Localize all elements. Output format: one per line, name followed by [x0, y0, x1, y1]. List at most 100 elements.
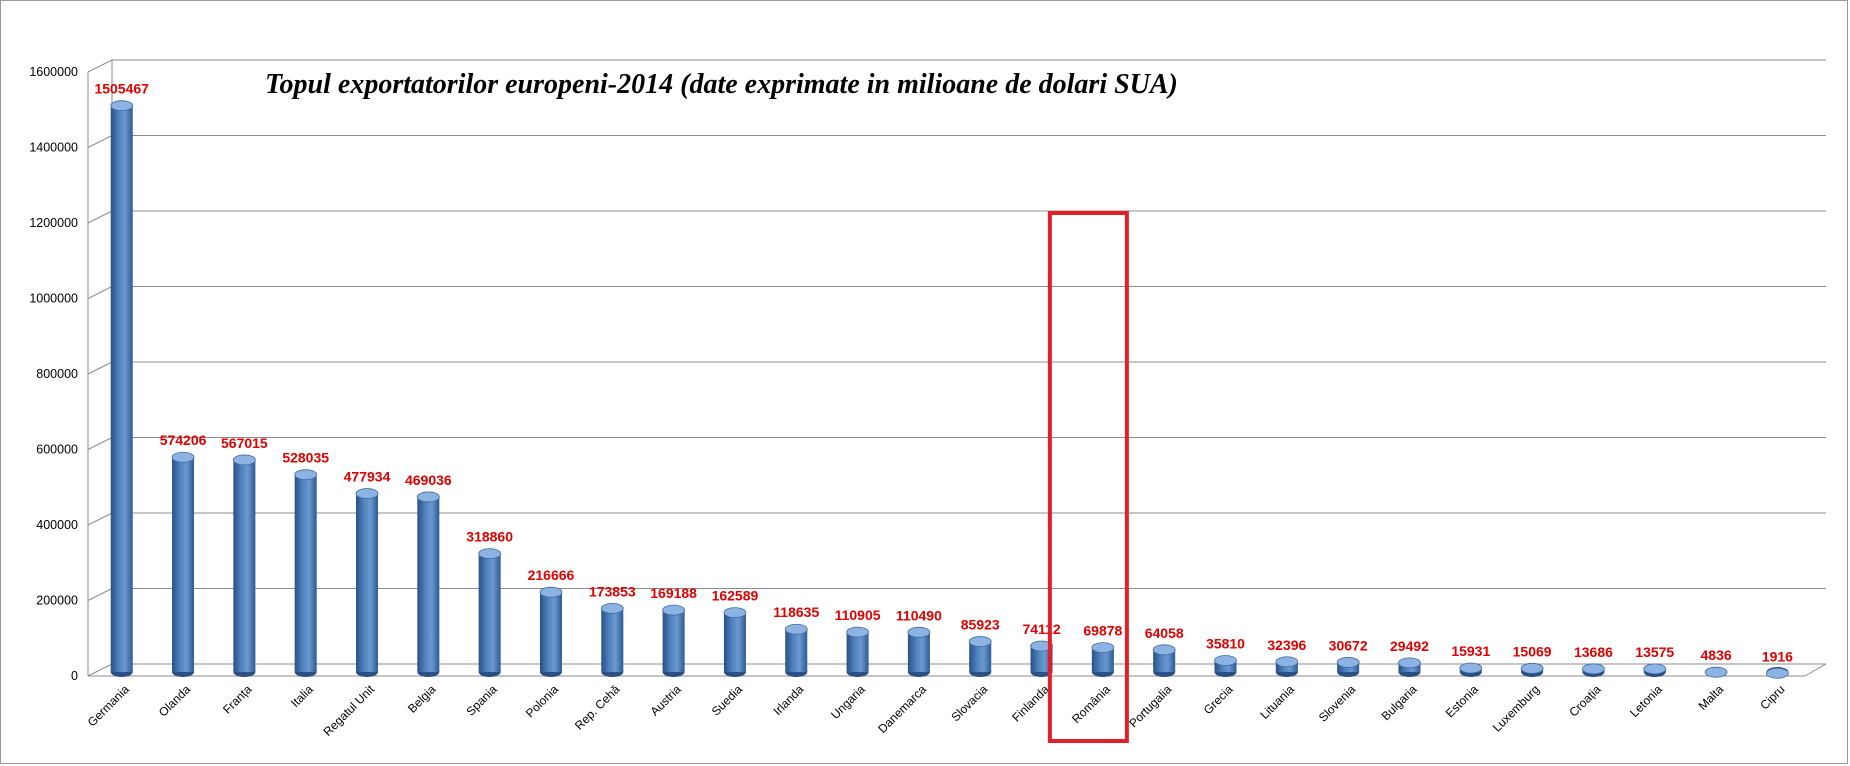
data-label: 69878 — [1083, 623, 1122, 639]
highlight-box-romania — [1047, 211, 1129, 743]
bar-regatul-unit — [355, 488, 379, 677]
x-tick-label: Estonia — [1443, 682, 1481, 720]
y-tick-label: 1200000 — [29, 216, 78, 230]
data-label: 32396 — [1267, 637, 1306, 653]
data-label: 169188 — [650, 585, 697, 601]
bar-grecia — [1214, 655, 1237, 677]
gridline-side — [87, 588, 113, 601]
bar-letonia — [1643, 663, 1667, 677]
data-label: 64058 — [1145, 625, 1184, 641]
gridline-side — [87, 361, 113, 375]
x-tick-label: Polonia — [523, 682, 561, 720]
gridline-side — [87, 512, 113, 526]
y-tick-label: 400000 — [36, 518, 78, 532]
bar-polonia — [539, 586, 563, 677]
bar-spania — [478, 548, 502, 677]
bar-malta — [1704, 666, 1728, 678]
x-tick-label: Belgia — [405, 682, 439, 716]
bar-irlanda — [784, 623, 808, 677]
gridline-side — [87, 135, 113, 148]
floor-right-edge — [1804, 663, 1827, 677]
y-axis: 0 200000 400000 600000 800000 1000000 1200000 1… — [29, 65, 78, 683]
x-tick-label: Rep. Cehă — [572, 682, 623, 733]
x-tick-label: Malta — [1696, 682, 1727, 713]
bar-olanda — [171, 451, 195, 677]
x-tick-label: Letonia — [1627, 682, 1665, 720]
bar-luxemburg — [1520, 662, 1544, 677]
x-tick-label: Ungaria — [828, 682, 868, 722]
x-tick-label: Germania — [85, 682, 132, 729]
data-label: 528035 — [282, 450, 329, 466]
bar-slovenia — [1336, 657, 1360, 677]
bar-lituania — [1275, 656, 1299, 677]
data-label: 13575 — [1635, 644, 1674, 660]
gridline-side — [87, 59, 113, 73]
bar-ungaria — [846, 626, 869, 677]
bar-suedia — [723, 607, 747, 677]
x-tick-label: Olanda — [156, 682, 193, 719]
y-tick-label: 200000 — [36, 594, 78, 608]
x-tick-label: Slovenia — [1316, 682, 1359, 725]
bar-estonia — [1459, 662, 1483, 677]
y-tick-label: 1400000 — [29, 141, 78, 155]
x-tick-label: Suedia — [709, 682, 746, 719]
bar-croatia — [1582, 663, 1605, 677]
bar-belgia — [416, 491, 440, 677]
data-label: 118635 — [773, 604, 819, 620]
data-label: 318860 — [466, 529, 513, 545]
bar-portugalia — [1152, 644, 1176, 677]
data-label: 469036 — [405, 472, 452, 488]
data-label: 74112 — [1022, 621, 1060, 637]
x-tick-label: Irlanda — [771, 682, 807, 718]
bar-germania — [110, 100, 134, 677]
x-tick-label: Regatul Unit — [321, 682, 378, 739]
bar-danemarca — [907, 626, 931, 677]
data-label: 85923 — [961, 617, 1000, 633]
data-label: 477934 — [344, 469, 391, 485]
x-tick-label: Slovacia — [948, 682, 990, 724]
x-tick-label: Finlanda — [1009, 682, 1052, 725]
x-tick-label: Spania — [463, 682, 500, 719]
x-tick-label: Austria — [647, 682, 684, 719]
data-labels: 1505467 574206 567015 528035 477934 469036 318… — [94, 81, 1793, 665]
x-tick-label: Danemarca — [875, 682, 929, 736]
x-tick-label: Italia — [288, 682, 316, 710]
data-label: 574206 — [160, 432, 207, 448]
x-tick-label: Bulgaria — [1379, 682, 1420, 723]
data-label: 110905 — [835, 607, 881, 623]
data-label: 15931 — [1451, 643, 1490, 659]
bars — [110, 100, 1789, 679]
data-label: 110490 — [896, 607, 942, 623]
gridline-side — [87, 210, 113, 224]
bar-slovacia — [968, 636, 992, 677]
chart-walls — [87, 60, 1827, 677]
bar-bulgaria — [1398, 657, 1421, 677]
data-label: 35810 — [1206, 635, 1245, 651]
x-tick-label: Portugalia — [1126, 682, 1174, 730]
gridlines — [87, 59, 1826, 677]
x-tick-label: România — [1069, 682, 1113, 726]
x-tick-label: Croația — [1566, 682, 1603, 719]
bar-franta — [232, 454, 256, 677]
data-label: 15069 — [1513, 643, 1552, 659]
y-tick-label: 1600000 — [29, 65, 78, 79]
data-label: 4836 — [1701, 647, 1732, 663]
x-axis: Germania Olanda Franța Italia Regatul Unit Be… — [85, 682, 1788, 739]
bar-cipru — [1766, 667, 1789, 679]
data-label: 173853 — [589, 583, 636, 599]
bar-austria — [662, 604, 686, 677]
y-tick-label: 1000000 — [29, 292, 78, 306]
data-label: 162589 — [712, 588, 759, 604]
bar-romania — [1091, 642, 1115, 677]
bar-rep-ceha — [600, 602, 624, 677]
y-tick-label: 0 — [71, 669, 78, 683]
gridline-side — [87, 286, 113, 299]
y-tick-label: 800000 — [36, 367, 78, 381]
x-tick-label: Cipru — [1757, 682, 1787, 712]
x-tick-label: Luxemburg — [1490, 682, 1542, 734]
x-tick-label: Franța — [220, 682, 255, 717]
gridline-side — [87, 663, 113, 677]
gridline-side — [87, 437, 113, 450]
